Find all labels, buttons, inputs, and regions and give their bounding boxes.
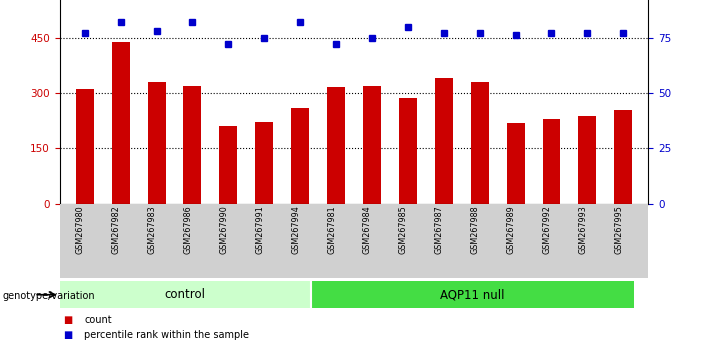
Text: GSM267991: GSM267991 (255, 205, 264, 254)
Bar (311, 281, 634, 308)
Text: GSM267987: GSM267987 (435, 205, 444, 254)
Text: GSM267995: GSM267995 (614, 205, 623, 254)
Text: GSM267989: GSM267989 (507, 205, 515, 254)
Text: GSM267980: GSM267980 (76, 205, 85, 254)
Text: GSM267990: GSM267990 (219, 205, 229, 254)
Bar (219, 126, 238, 204)
Bar (111, 42, 130, 204)
Bar (507, 123, 524, 204)
Bar (147, 82, 165, 204)
Text: GSM267984: GSM267984 (363, 205, 372, 254)
Bar (327, 87, 345, 204)
Bar (291, 108, 309, 204)
Bar (578, 116, 597, 204)
Text: count: count (84, 315, 111, 325)
Text: GSM267983: GSM267983 (147, 205, 156, 254)
Bar (363, 86, 381, 204)
Bar (543, 119, 561, 204)
Text: GSM267981: GSM267981 (327, 205, 336, 254)
Bar (470, 82, 489, 204)
Bar (399, 98, 417, 204)
Text: GSM267993: GSM267993 (578, 205, 587, 254)
Text: ■: ■ (63, 315, 72, 325)
Text: AQP11 null: AQP11 null (440, 288, 505, 301)
Text: GSM267988: GSM267988 (470, 205, 479, 254)
Text: GSM267985: GSM267985 (399, 205, 408, 254)
Text: control: control (165, 288, 206, 301)
Text: ■: ■ (63, 330, 72, 339)
Text: GSM267994: GSM267994 (291, 205, 300, 254)
Text: GSM267982: GSM267982 (111, 205, 121, 254)
Text: GSM267992: GSM267992 (543, 205, 552, 254)
Bar (255, 122, 273, 204)
Bar (614, 109, 632, 204)
Bar (60, 281, 311, 308)
Bar (184, 86, 201, 204)
Text: genotype/variation: genotype/variation (2, 291, 95, 301)
Text: GSM267986: GSM267986 (184, 205, 193, 254)
Text: percentile rank within the sample: percentile rank within the sample (84, 330, 249, 339)
Bar (76, 89, 94, 204)
Bar (435, 78, 453, 204)
